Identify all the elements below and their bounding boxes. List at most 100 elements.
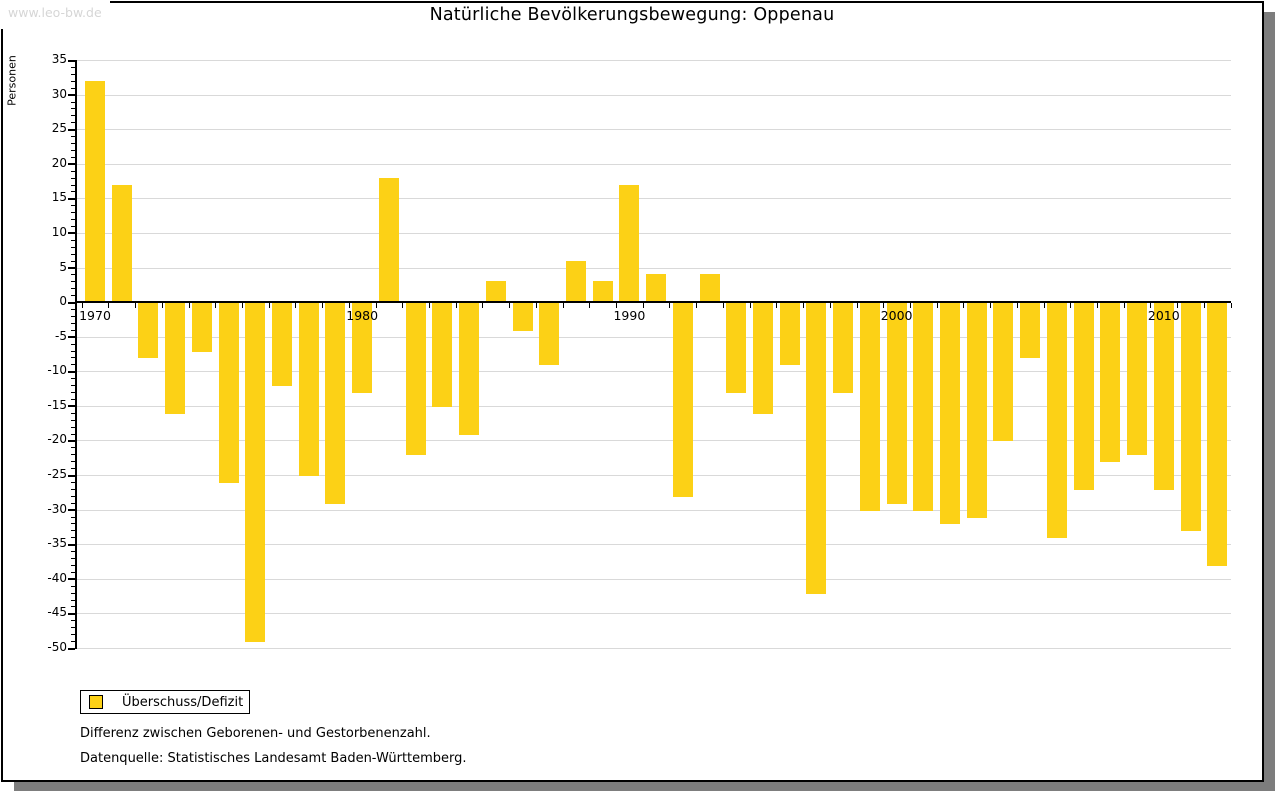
- y-major-tick: [68, 336, 75, 339]
- bar-1993: [699, 274, 720, 303]
- y-minor-tick: [71, 177, 75, 179]
- x-tick: [642, 303, 644, 309]
- y-tick-label: -50: [47, 640, 67, 654]
- x-tick: [936, 303, 938, 309]
- y-minor-tick: [71, 447, 75, 449]
- x-tick: [268, 303, 270, 309]
- x-tick-label: 2000: [880, 308, 913, 324]
- chart-title: Natürliche Bevölkerungsbewegung: Oppenau: [429, 5, 835, 25]
- y-major-tick: [68, 612, 75, 615]
- legend-label: Überschuss/Defizit: [122, 694, 244, 710]
- bar-1973: [165, 303, 186, 414]
- y-minor-tick: [71, 378, 75, 380]
- y-major-tick: [68, 301, 75, 304]
- y-minor-tick: [71, 564, 75, 566]
- bar-1971: [111, 184, 132, 303]
- bar-1994: [726, 303, 747, 394]
- bar-1996: [779, 303, 800, 366]
- bar-2003: [966, 303, 987, 518]
- y-minor-tick: [71, 398, 75, 400]
- bar-2000: [886, 303, 907, 504]
- y-major-tick: [68, 439, 75, 442]
- y-tick-label: 15: [51, 190, 67, 205]
- footnote-source: Datenquelle: Statistisches Landesamt Bad…: [80, 751, 467, 766]
- bar-2008: [1100, 303, 1121, 463]
- y-tick-label: -45: [47, 605, 67, 620]
- x-tick: [696, 303, 698, 309]
- y-major-tick: [68, 197, 75, 200]
- y-minor-tick: [71, 274, 75, 276]
- y-minor-tick: [71, 606, 75, 608]
- y-minor-tick: [71, 599, 75, 601]
- y-minor-tick: [71, 246, 75, 248]
- y-minor-tick: [71, 343, 75, 345]
- y-minor-tick: [71, 108, 75, 110]
- bar-1982: [405, 303, 426, 456]
- x-tick-label: 1990: [613, 308, 646, 324]
- gridline: [77, 336, 1231, 338]
- y-minor-tick: [71, 558, 75, 560]
- y-tick-label: 10: [51, 224, 67, 239]
- y-minor-tick: [71, 419, 75, 421]
- bar-1974: [191, 303, 212, 352]
- y-minor-tick: [71, 641, 75, 643]
- bar-1976: [245, 303, 266, 643]
- y-major-tick: [68, 405, 75, 408]
- x-tick: [188, 303, 190, 309]
- plot-area: 35 30 25 20 15 10 5 0 -5 -10 -15 -20 -25 -30 -35 -40 -45…: [47, 52, 1232, 654]
- y-minor-tick: [71, 551, 75, 553]
- x-tick: [589, 303, 591, 309]
- bar-2012: [1207, 303, 1228, 566]
- bar-1995: [753, 303, 773, 414]
- x-tick: [829, 303, 831, 309]
- y-minor-tick: [71, 461, 75, 463]
- x-tick: [722, 303, 724, 309]
- y-minor-tick: [71, 433, 75, 435]
- bar-2004: [993, 303, 1014, 442]
- x-tick: [108, 303, 110, 309]
- x-tick: [803, 303, 805, 309]
- y-minor-tick: [71, 219, 75, 221]
- x-tick: [295, 303, 297, 309]
- y-minor-tick: [71, 585, 75, 587]
- x-tick: [1203, 303, 1205, 309]
- bar-1979: [325, 303, 346, 504]
- bar-1981: [378, 177, 399, 303]
- y-tick-label: -25: [47, 467, 67, 482]
- y-minor-tick: [71, 80, 75, 82]
- bar-1972: [138, 303, 159, 359]
- gridline: [77, 94, 1231, 96]
- x-tick: [856, 303, 858, 309]
- bar-2002: [940, 303, 961, 525]
- bar-1987: [539, 303, 560, 366]
- x-axis-zero-line: [75, 301, 1231, 304]
- y-minor-tick: [71, 87, 75, 89]
- y-minor-tick: [71, 627, 75, 629]
- x-tick: [1177, 303, 1179, 309]
- bar-2011: [1180, 303, 1201, 532]
- y-minor-tick: [71, 537, 75, 539]
- y-minor-tick: [71, 357, 75, 359]
- y-minor-tick: [71, 260, 75, 262]
- y-minor-tick: [71, 502, 75, 504]
- footnote-definition: Differenz zwischen Geborenen- und Gestor…: [80, 726, 431, 741]
- y-major-tick: [68, 94, 75, 97]
- gridline: [77, 129, 1231, 131]
- y-minor-tick: [71, 122, 75, 124]
- y-minor-tick: [71, 253, 75, 255]
- bar-2006: [1046, 303, 1067, 539]
- bar-2005: [1020, 303, 1041, 359]
- y-tick-label: -20: [47, 432, 67, 447]
- y-minor-tick: [71, 191, 75, 193]
- y-minor-tick: [71, 101, 75, 103]
- y-major-tick: [68, 163, 75, 166]
- x-tick: [429, 303, 430, 309]
- y-tick-label: -15: [47, 397, 67, 412]
- y-minor-tick: [71, 364, 75, 366]
- y-tick-label: 20: [51, 155, 67, 170]
- bar-1989: [592, 281, 613, 303]
- y-minor-tick: [71, 226, 75, 228]
- y-minor-tick: [71, 481, 75, 483]
- y-axis-title: Personen: [5, 55, 19, 106]
- y-minor-tick: [71, 156, 75, 158]
